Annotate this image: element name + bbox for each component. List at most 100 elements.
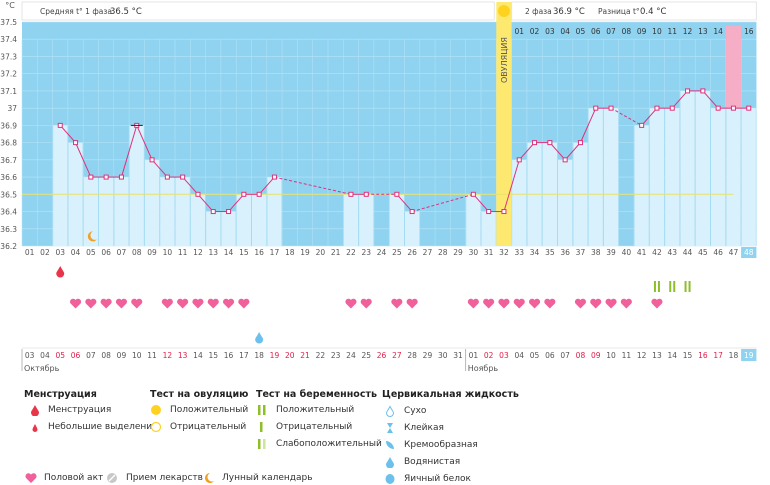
day-label: 20: [316, 248, 326, 257]
ovulation-column: [496, 2, 512, 246]
header-phase2: [511, 1, 757, 21]
temperature-point: [256, 191, 262, 197]
date-label: 16: [698, 351, 708, 360]
legend-cervical-dry-label: Сухо: [404, 406, 427, 416]
month-label: Октябрь: [24, 364, 60, 373]
legend-cervical-watery-label: Водянистая: [404, 457, 461, 467]
day-label: 25: [392, 248, 402, 257]
phase2-day-label: 01: [514, 27, 524, 36]
temperature-line-segment: [228, 193, 245, 212]
temperature-bar: [129, 125, 144, 246]
day-label: 01: [25, 248, 35, 257]
temperature-point: [685, 88, 691, 94]
legend-pregnancy-weak-label: Слабоположительный: [276, 439, 382, 449]
day-label: 47: [729, 248, 739, 257]
temperature-bar: [665, 108, 680, 247]
temperature-point: [210, 209, 216, 215]
legend-cervical-creamy: Кремообразная: [384, 439, 478, 451]
day-label: 21: [331, 248, 341, 257]
legend-medication-label: Прием лекарств: [126, 473, 203, 483]
current-day-box: [741, 247, 757, 258]
date-label: 14: [667, 351, 677, 360]
temperature-bar: [359, 194, 374, 246]
date-label: 06: [71, 351, 81, 360]
heart-icon: [391, 298, 403, 309]
temperature-point: [226, 209, 232, 215]
day-label: 33: [514, 248, 524, 257]
test-weak-icon: [258, 439, 266, 449]
legend-ovulation-negative-label: Отрицательный: [170, 422, 247, 432]
watery-drop-icon: [386, 457, 394, 468]
creamy-icon: [386, 441, 394, 449]
day-label: 08: [132, 248, 142, 257]
day-label: 22: [346, 248, 356, 257]
temperature-point: [639, 122, 645, 128]
heart-icon: [207, 298, 219, 309]
temperature-line-segment: [518, 142, 535, 161]
day-label: 41: [637, 248, 647, 257]
date-label: 15: [683, 351, 693, 360]
current-date-box: [741, 349, 757, 361]
legend-cervical-dry: Сухо: [384, 405, 426, 417]
date-label: 17: [239, 351, 249, 360]
legend-moon-label: Лунный календарь: [222, 473, 313, 483]
temperature-line-segment: [549, 142, 566, 161]
phase2-day-label: 11: [667, 27, 677, 36]
date-label: 09: [591, 351, 601, 360]
day-label: 45: [698, 248, 708, 257]
day-label: 42: [652, 248, 662, 257]
date-label: 18: [254, 351, 264, 360]
heart-icon: [85, 298, 97, 309]
date-label: 19: [270, 351, 280, 360]
day-label: 12: [193, 248, 203, 257]
y-tick-label: 37.2: [0, 70, 17, 79]
legend-intercourse-label: Половой акт: [44, 473, 104, 483]
y-tick-label: 36.7: [0, 156, 17, 165]
day-label: 05: [86, 248, 96, 257]
pregnancy-test-icon: [684, 281, 687, 292]
y-tick-label: 36.2: [0, 242, 17, 251]
legend-cervical-sticky: Клейкая: [384, 422, 444, 434]
pregnancy-test-icon: [657, 281, 660, 292]
temperature-point: [715, 105, 721, 111]
temperature-bar: [236, 194, 251, 246]
temperature-point: [608, 105, 614, 111]
date-label: 13: [178, 351, 188, 360]
date-label: 16: [224, 351, 234, 360]
temperature-line-segment: [412, 193, 474, 213]
day-label: 31: [484, 248, 494, 257]
temperature-bar: [343, 194, 359, 246]
day-label: 11: [178, 248, 188, 257]
legend-ovulation-positive-label: Положительный: [170, 405, 249, 415]
temperature-bar: [634, 125, 649, 246]
heart-icon: [590, 298, 602, 309]
y-tick-label: 36.4: [0, 208, 17, 217]
y-tick-label: 36.9: [0, 121, 17, 130]
temperature-bar: [252, 194, 267, 246]
day-label: 44: [683, 248, 693, 257]
temperature-line-segment: [258, 176, 275, 195]
heart-icon: [177, 298, 189, 309]
day-label: 09: [147, 248, 157, 257]
temperature-line-segment: [396, 193, 413, 212]
temperature-bar: [512, 159, 527, 246]
temperature-line-segment: [182, 176, 199, 195]
phase2-day-label: 05: [576, 27, 586, 36]
date-label: 31: [453, 351, 463, 360]
day-label: 40: [622, 248, 632, 257]
heart-icon: [131, 298, 143, 309]
legend-ovulation-test-title: Тест на овуляцию: [150, 389, 249, 400]
temperature-bar: [649, 108, 665, 247]
temperature-line-segment: [503, 159, 520, 212]
temperature-bar: [175, 177, 190, 246]
heart-icon: [467, 298, 479, 309]
y-tick-label: 37.1: [0, 87, 17, 96]
temperature-point: [730, 105, 736, 111]
legend-spotting: Небольшие выделения: [28, 421, 158, 433]
pregnancy-test-icon: [688, 281, 691, 292]
heart-icon: [25, 473, 37, 483]
legend-intercourse: Половой акт: [24, 472, 103, 484]
legend-pregnancy-test-title: Тест на беременность: [256, 389, 377, 400]
temperature-point: [669, 105, 675, 111]
date-label: 11: [622, 351, 632, 360]
